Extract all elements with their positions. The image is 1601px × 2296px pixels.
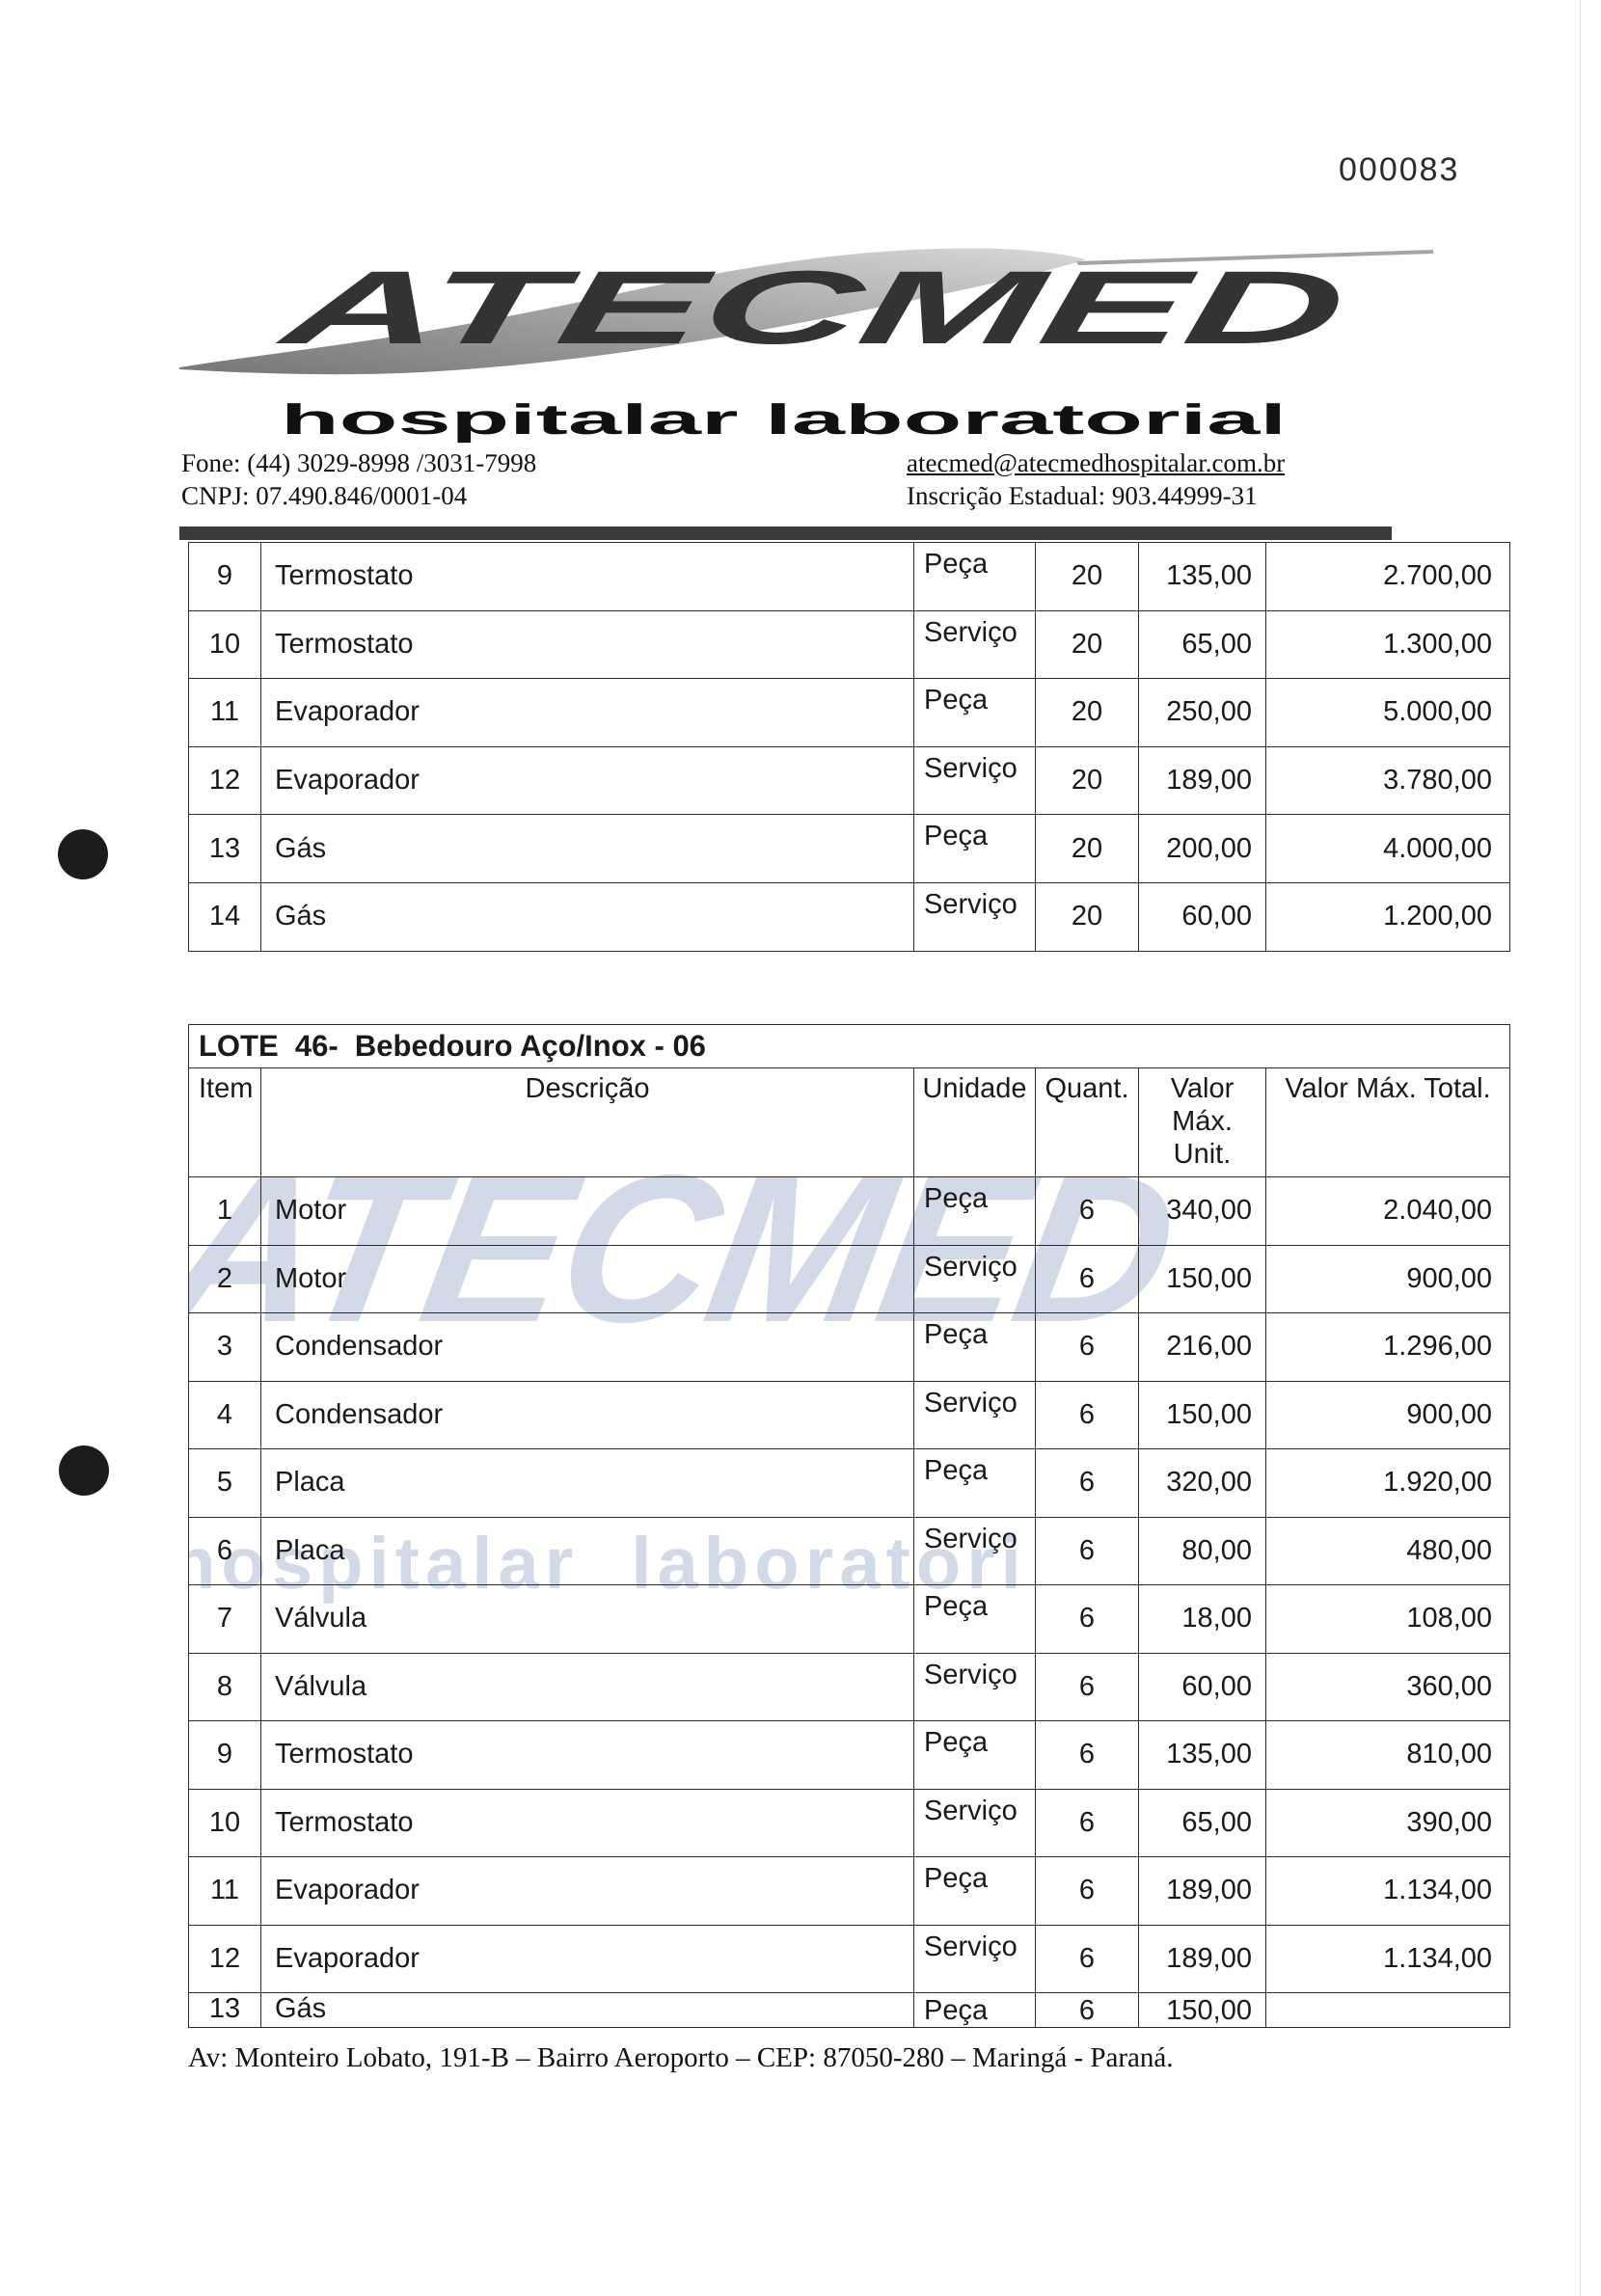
svg-text:ATECMED: ATECMED [270,249,1354,365]
svg-text:hospitalar laboratorial: hospitalar laboratorial [281,398,1287,444]
